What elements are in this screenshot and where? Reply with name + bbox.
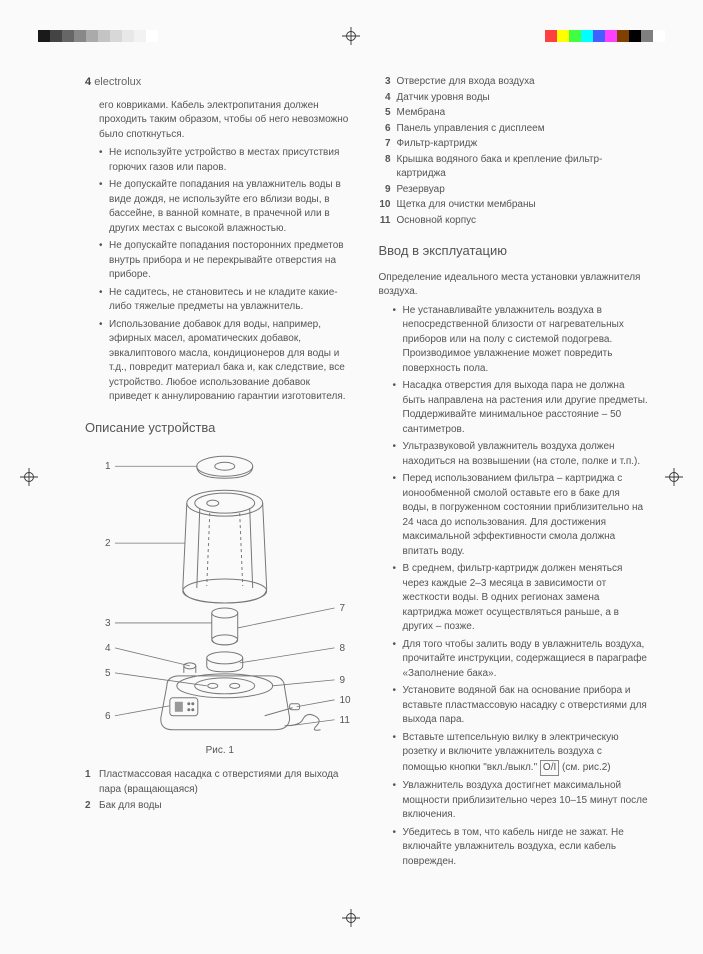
registration-mark-icon [342,909,360,927]
svg-text:6: 6 [105,711,111,722]
section-heading: Ввод в эксплуатацию [379,242,649,261]
list-item: Использование добавок для воды, например… [99,318,355,405]
list-item: Не устанавливайте увлажнитель воздуха в … [393,304,649,377]
list-item: Вставьте штепсельную вилку в электрическ… [393,731,649,777]
list-item: Насадка отверстия для выхода пара не дол… [393,379,649,437]
list-item: Перед использованием фильтра – картриджа… [393,472,649,559]
left-column: 4 electrolux его ковриками. Кабель элект… [85,75,355,894]
list-item: 11Основной корпус [379,214,649,229]
registration-mark-icon [665,468,683,486]
svg-text:5: 5 [105,668,111,679]
list-item: 6Панель управления с дисплеем [379,122,649,137]
intro-paragraph: Определение идеального места установки у… [379,271,649,300]
page-content: 4 electrolux его ковриками. Кабель элект… [85,75,648,894]
list-item: 5Мембрана [379,106,649,121]
page-header: 4 electrolux [85,75,355,91]
list-item: 3Отверстие для входа воздуха [379,75,649,90]
right-column: 3Отверстие для входа воздуха4Датчик уров… [379,75,649,894]
list-item: Ультразвуковой увлажнитель воздуха долже… [393,440,649,469]
section-heading: Описание устройства [85,419,355,438]
page-number: 4 [85,76,91,88]
warnings-list: Не используйте устройство в местах прису… [99,146,355,405]
list-item: 7Фильтр-картридж [379,137,649,152]
svg-text:10: 10 [340,695,352,706]
list-item: 4Датчик уровня воды [379,91,649,106]
parts-description-list: 1Пластмассовая насадка с отверстиями для… [85,768,355,814]
color-registration-bar-left [38,30,158,42]
list-item: Не используйте устройство в местах прису… [99,146,355,175]
list-item: Для того чтобы залить воду в увлажнитель… [393,638,649,682]
list-item: Не допускайте попадания на увлажнитель в… [99,178,355,236]
color-registration-bar-right [545,30,665,42]
list-item: 1Пластмассовая насадка с отверстиями для… [85,768,355,797]
list-item: Установите водяной бак на основание приб… [393,684,649,728]
figure-caption: Рис. 1 [85,744,355,759]
list-item: 2Бак для воды [85,799,355,814]
svg-text:11: 11 [340,715,351,726]
list-item: Убедитесь в том, что кабель нигде не заж… [393,826,649,870]
intro-paragraph: его ковриками. Кабель электропитания дол… [99,99,355,143]
registration-mark-icon [342,27,360,45]
list-item: Не садитесь, не становитесь и не кладите… [99,286,355,315]
power-button-symbol: O/I [540,760,559,777]
svg-text:7: 7 [340,603,346,614]
svg-text:2: 2 [105,538,111,549]
svg-text:9: 9 [340,675,346,686]
svg-text:1: 1 [105,461,111,472]
list-item: В среднем, фильтр-картридж должен менять… [393,562,649,635]
svg-text:4: 4 [105,643,111,654]
brand-name: electrolux [94,76,141,88]
registration-mark-icon [20,468,38,486]
list-item: Увлажнитель воздуха достигнет максимальн… [393,779,649,823]
parts-list: 3Отверстие для входа воздуха4Датчик уров… [379,75,649,228]
list-item: 10Щетка для очистки мембраны [379,198,649,213]
setup-instructions-list: Не устанавливайте увлажнитель воздуха в … [393,304,649,870]
device-diagram: 1 2 3 4 5 6 7 8 9 10 11 [85,448,355,738]
list-item: Не допускайте попадания посторонних пред… [99,239,355,283]
svg-text:8: 8 [340,643,346,654]
svg-text:3: 3 [105,618,111,629]
list-item: 9Резервуар [379,183,649,198]
list-item: 8Крышка водяного бака и крепление фильтр… [379,153,649,182]
